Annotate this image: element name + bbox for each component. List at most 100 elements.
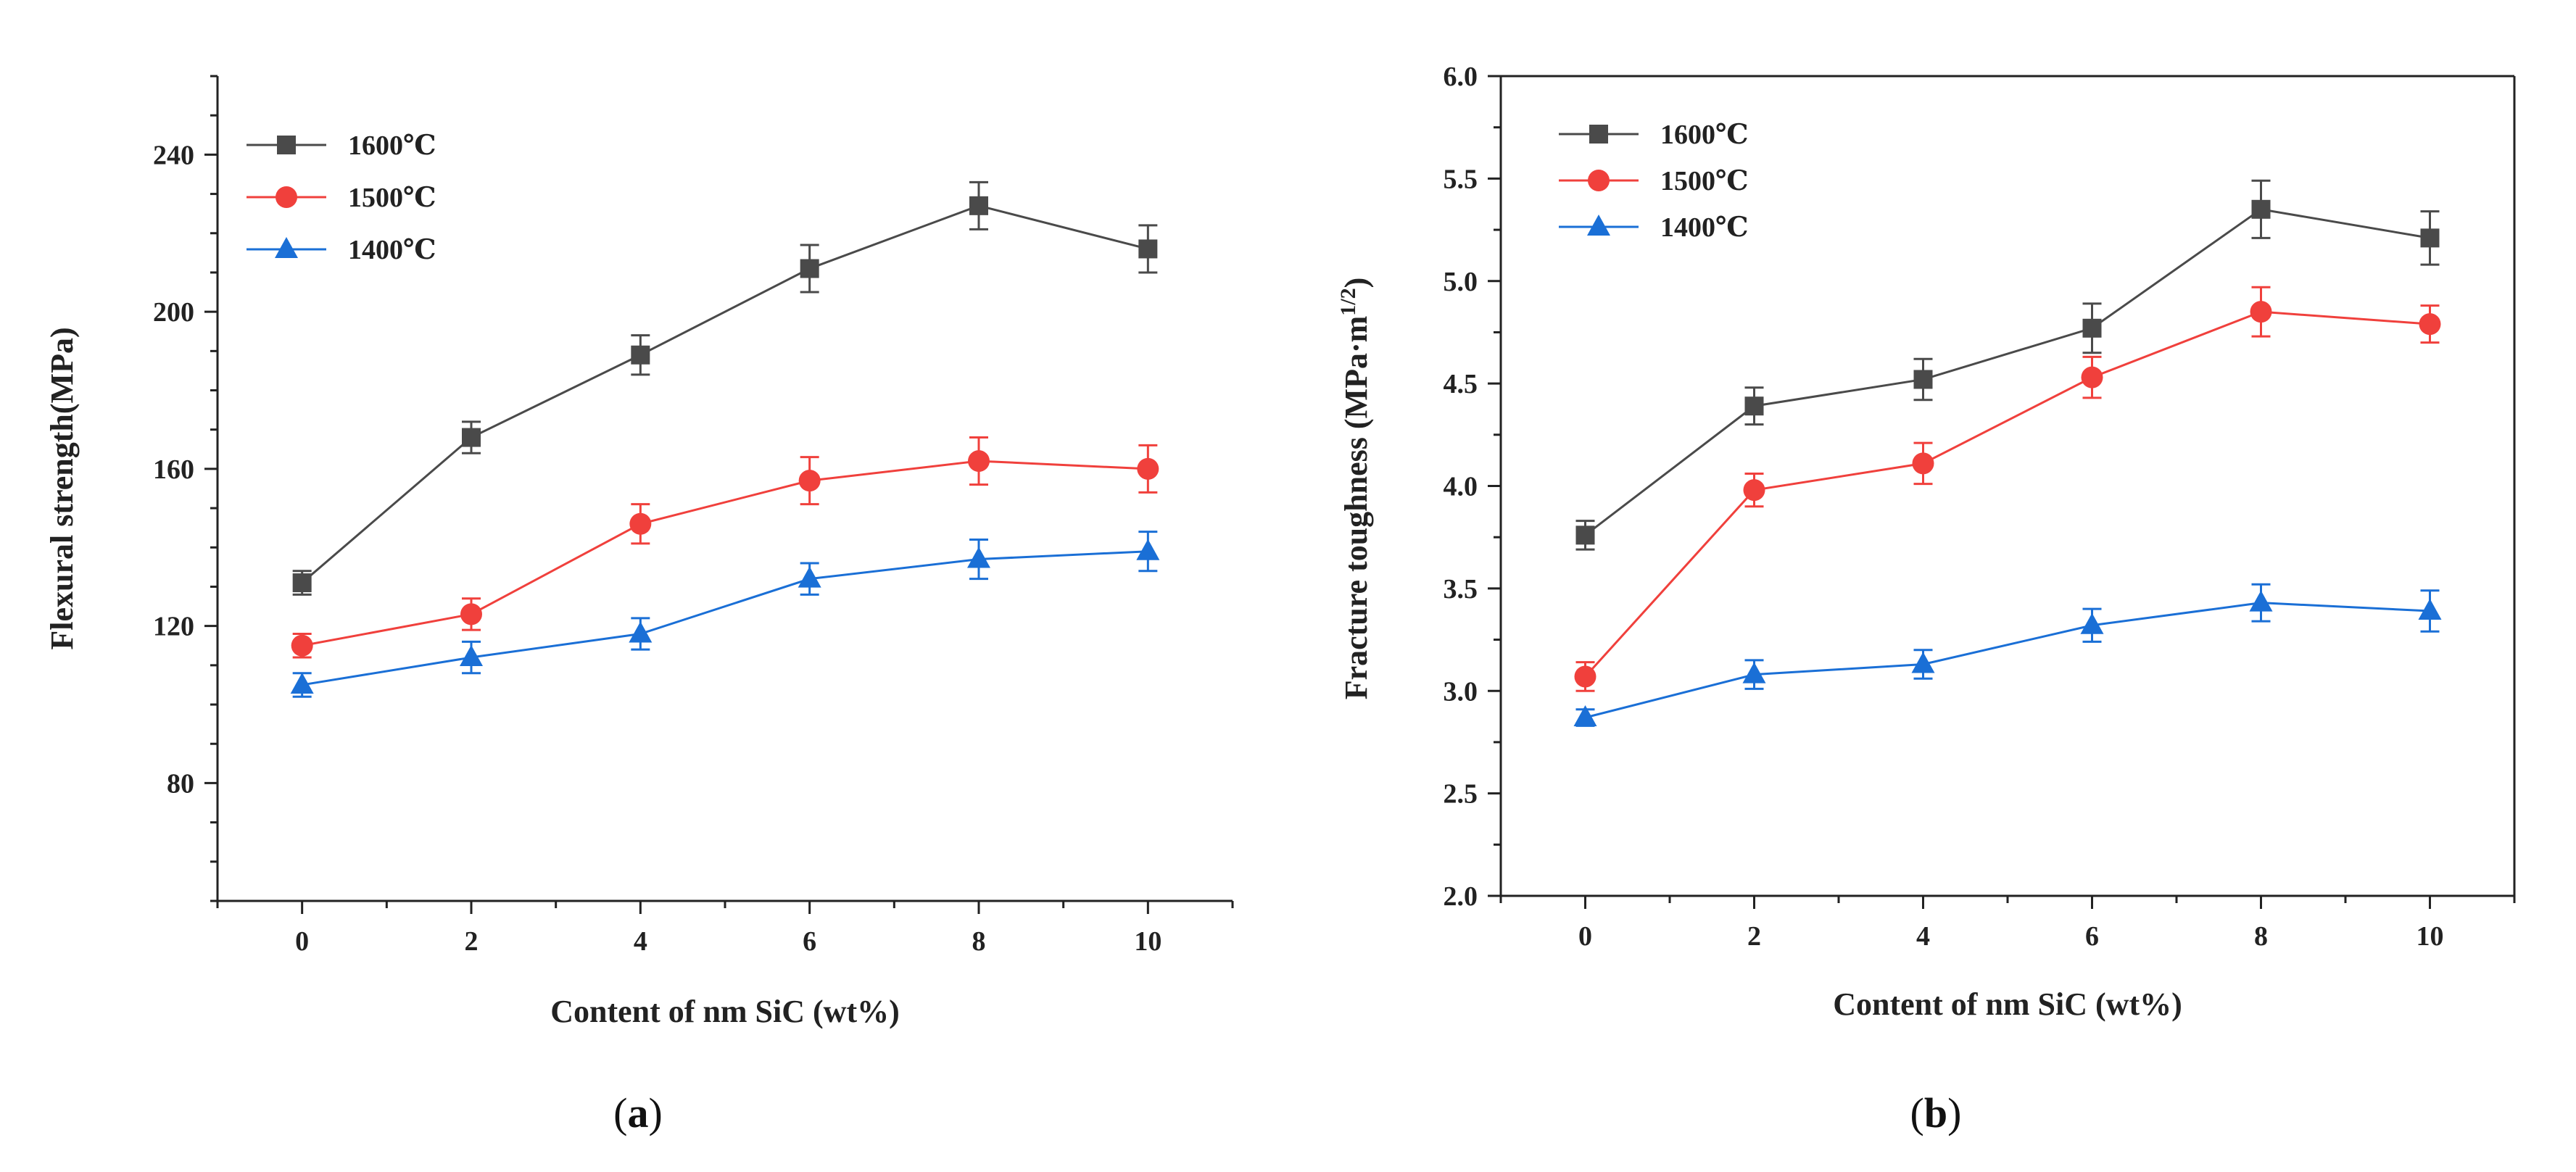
data-point: [2082, 318, 2102, 338]
data-point: [967, 546, 990, 568]
data-point: [462, 428, 481, 447]
y-tick-label: 3.0: [1444, 676, 1478, 707]
data-point: [629, 512, 652, 535]
series-line: [1584, 310, 2430, 678]
y-tick-label: 120: [153, 612, 194, 642]
legend-marker: [1589, 125, 1608, 144]
series-0: [1575, 179, 2440, 551]
panel-letter: a: [628, 1089, 649, 1136]
data-point: [2250, 301, 2272, 323]
legend-marker: [1587, 215, 1610, 236]
series-2: [290, 531, 1160, 698]
data-point: [629, 621, 653, 643]
panel-label: (b): [1910, 1089, 1962, 1136]
data-point: [798, 470, 821, 492]
y-tick-label: 5.5: [1444, 164, 1478, 194]
x-tick-label: 10: [2416, 921, 2444, 952]
x-tick-label: 8: [972, 926, 986, 957]
data-point: [969, 196, 988, 215]
data-point: [460, 645, 483, 667]
x-tick-label: 2: [465, 926, 479, 957]
data-point: [292, 573, 312, 593]
series-1: [291, 436, 1159, 659]
y-tick-label: 200: [153, 297, 194, 328]
x-tick-label: 2: [1747, 921, 1761, 952]
y-tick-label: 2.5: [1444, 779, 1478, 810]
data-point: [1575, 525, 1595, 545]
legend-marker: [276, 186, 297, 208]
y-axis-title-end: ): [1338, 278, 1374, 288]
legend-label: 1400℃: [1660, 212, 1749, 243]
x-tick-label: 6: [803, 926, 816, 957]
series-1: [1574, 286, 2441, 692]
legend-label: 1600℃: [1660, 120, 1749, 150]
legend-entry: 1500℃: [247, 183, 436, 213]
data-point: [2080, 612, 2104, 634]
y-axis-title-superscript: 1/2: [1336, 288, 1360, 315]
y-tick-label: 6.0: [1444, 62, 1478, 92]
legend-label: 1600℃: [348, 130, 436, 161]
y-tick-label: 240: [153, 140, 194, 170]
data-point: [1136, 539, 1160, 560]
series-0: [292, 180, 1158, 596]
legend-marker: [1588, 170, 1610, 191]
x-axis-title: Content of nm SiC (wt%): [550, 994, 900, 1029]
legend-entry: 1600℃: [247, 130, 436, 161]
x-tick-label: 8: [2254, 921, 2268, 952]
data-point: [1743, 479, 1765, 502]
chart-panel-b: 0 2 4 6 8 10 2.0 2.5 3.0 3.5 4.0 4.5 5.0 5.5 6.0 Conten…: [1336, 62, 2516, 1136]
y-tick-label: 5.0: [1444, 267, 1478, 297]
data-point: [2249, 590, 2273, 612]
data-point: [291, 634, 313, 657]
legend-entry: 1400℃: [1559, 212, 1749, 243]
data-point: [1742, 662, 1766, 683]
data-point: [290, 672, 314, 694]
data-point: [968, 450, 990, 473]
x-tick-label: 6: [2085, 921, 2099, 952]
data-point: [1138, 239, 1158, 259]
y-tick-label: 2.0: [1444, 881, 1478, 912]
data-point: [1574, 665, 1596, 688]
data-point: [1137, 457, 1159, 480]
x-tick-label: 4: [634, 926, 647, 957]
data-point: [1744, 396, 1764, 416]
data-point: [1912, 452, 1934, 475]
data-point: [2419, 313, 2441, 336]
series-line: [302, 460, 1148, 647]
legend-label: 1500℃: [1660, 166, 1749, 196]
x-axis-title: Content of nm SiC (wt%): [1833, 986, 2182, 1022]
data-point: [631, 345, 650, 365]
series-line: [1585, 602, 2430, 719]
data-point: [1913, 370, 1933, 389]
series-line: [1584, 208, 2430, 536]
data-point: [800, 259, 819, 278]
x-tick-label: 0: [1578, 921, 1592, 952]
data-point: [2420, 228, 2440, 248]
panel-label: (a): [613, 1089, 663, 1136]
data-point: [1911, 652, 1935, 673]
legend-entry: 1400℃: [247, 235, 436, 265]
y-axis-title: Fracture toughness (MPa·m1/2): [1336, 278, 1375, 700]
data-point: [2251, 199, 2271, 219]
legend-entry: 1600℃: [1559, 120, 1749, 150]
y-tick-label: 160: [153, 454, 194, 485]
legend-label: 1500℃: [348, 183, 436, 213]
x-tick-label: 0: [295, 926, 309, 957]
y-tick-label: 3.5: [1444, 574, 1478, 604]
series-2: [1573, 583, 2442, 727]
data-point: [2081, 366, 2103, 388]
data-point: [460, 603, 482, 626]
data-point: [798, 566, 821, 588]
series-line: [301, 204, 1148, 584]
legend-label: 1400℃: [348, 235, 436, 265]
data-point: [2418, 598, 2442, 620]
legend-entry: 1500℃: [1559, 166, 1749, 196]
series-line: [302, 550, 1148, 686]
x-tick-label: 10: [1134, 926, 1161, 957]
y-tick-label: 4.0: [1444, 472, 1478, 502]
x-tick-label: 4: [1916, 921, 1930, 952]
y-axis-title: Flexural strength(MPa): [44, 327, 80, 649]
legend-marker: [275, 237, 298, 258]
panel-letter: b: [1924, 1089, 1947, 1136]
